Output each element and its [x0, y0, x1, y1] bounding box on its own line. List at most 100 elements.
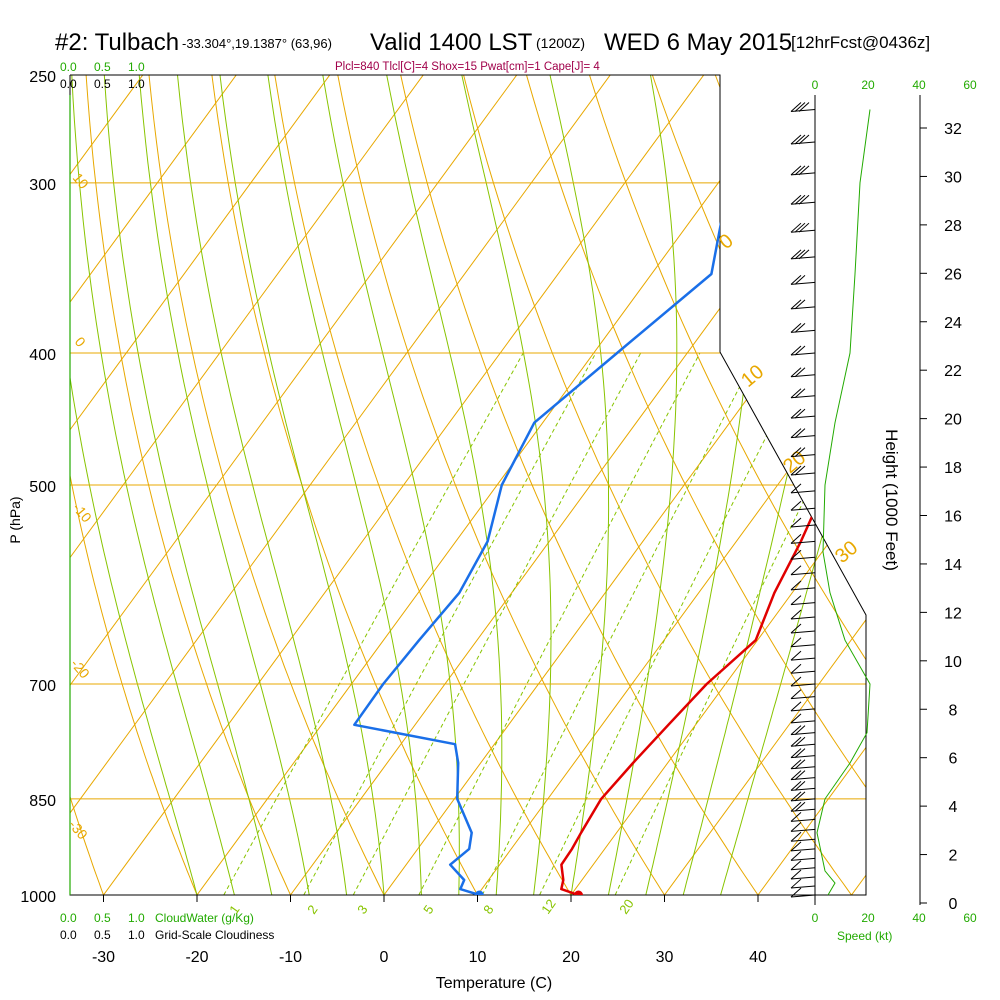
- isotherm-line: [924, 0, 1000, 924]
- wind-barb-feather: [790, 483, 802, 494]
- dry-adiabat-line: [434, 75, 866, 895]
- wind-barb: [790, 743, 816, 747]
- wind-barb: [790, 587, 816, 591]
- isotherm-line: [70, 75, 334, 895]
- wind-barb-feather: [790, 165, 802, 176]
- speed-scale-top-3: 60: [963, 78, 977, 92]
- pressure-tick-label: 1000: [20, 889, 56, 906]
- coords-text: -33.304°,19.1387° (63,96): [182, 36, 332, 51]
- wind-barb: [790, 306, 816, 310]
- temperature-tick-label: 0: [380, 949, 389, 966]
- height-tick-label: 32: [944, 121, 962, 138]
- wind-barb-feather: [790, 676, 802, 687]
- speed-scale-bottom-0: 0: [812, 911, 819, 925]
- height-tick-label: 30: [944, 169, 962, 186]
- moist-adiabat-line: [682, 75, 860, 895]
- cloud-scale-black-bottom-2: 1.0: [128, 928, 145, 942]
- wind-barb-feather: [794, 748, 806, 758]
- height-tick-label: 18: [944, 460, 962, 477]
- cloud-scale-black-0: 0.0: [60, 77, 77, 91]
- wind-barb: [790, 281, 816, 285]
- y-axis-title: P (hPa): [7, 496, 23, 543]
- wind-barb-feather: [790, 822, 802, 832]
- cloud-scale-green-2: 1.0: [128, 60, 145, 74]
- wind-barb-feather: [790, 500, 802, 511]
- moist-adiabat-line: [521, 75, 610, 895]
- isotherm-line: [736, 75, 866, 895]
- wind-barb-feather: [790, 780, 802, 791]
- wind-barb-feather: [790, 595, 802, 605]
- cloud-scale-green-0: 0.0: [60, 60, 77, 74]
- date-text: WED 6 May 2015: [604, 29, 792, 56]
- speed-scale-bottom-1: 20: [861, 911, 875, 925]
- dewpoint-surface-marker: [474, 890, 484, 895]
- wind-barb: [790, 657, 816, 661]
- temperature-tick-label: -10: [279, 949, 302, 966]
- wind-barb-feather: [790, 831, 802, 842]
- height-axis-title: Height (1000 Feet): [882, 429, 901, 571]
- wind-barb: [790, 256, 816, 260]
- height-tick-label: 10: [944, 654, 962, 671]
- mixing-ratio-line: [614, 352, 866, 895]
- cloudwater-label: CloudWater (g/Kg): [155, 911, 254, 925]
- isotherm-line: [70, 75, 521, 895]
- mixing-ratio-label: 20: [616, 896, 637, 916]
- wind-barb-feather: [790, 791, 802, 802]
- wind-barb: [790, 229, 816, 233]
- dewpoint-line: [353, 108, 787, 895]
- wind-barb: [790, 556, 816, 560]
- wind-barb-feather: [790, 447, 802, 458]
- wind-barb: [790, 838, 816, 842]
- x-axis-title: Temperature (C): [436, 975, 552, 992]
- dry-adiabat-line: [70, 75, 210, 895]
- moist-adiabat-line: [720, 75, 866, 895]
- cloud-scale-black-2: 1.0: [128, 77, 145, 91]
- dry-adiabat-line: [257, 75, 589, 895]
- wind-barb: [790, 395, 816, 399]
- wind-barb-feather: [790, 851, 802, 861]
- dry-adiabat-line: [0, 0, 20, 924]
- wind-barb: [790, 329, 816, 333]
- cloud-scale-green-bottom-1: 0.5: [94, 911, 111, 925]
- zulu-text: (1200Z): [536, 35, 585, 51]
- wind-barb-feather: [794, 323, 806, 333]
- wind-barb-feather: [790, 770, 802, 780]
- wind-barb-feather: [794, 801, 806, 812]
- wind-barb-feather: [790, 869, 802, 880]
- dry-adiabat-line: [316, 75, 684, 895]
- wind-barb-feather: [790, 275, 802, 285]
- speed-scale-top-2: 40: [912, 78, 926, 92]
- dry-adiabat-line: [847, 75, 866, 895]
- wind-barb-feather: [794, 725, 806, 736]
- wind-barb-feather: [790, 465, 802, 476]
- wind-barb: [790, 108, 816, 112]
- cloud-scale-green-bottom-2: 1.0: [128, 911, 145, 925]
- isotherm-line: [829, 75, 866, 895]
- pressure-tick-label: 700: [29, 678, 56, 695]
- pressure-tick-label: 850: [29, 793, 56, 810]
- wind-barb: [790, 732, 816, 736]
- moist-adiabat-label: 20: [779, 447, 810, 478]
- speed-label: Speed (kt): [837, 929, 892, 943]
- wind-barb: [790, 808, 816, 812]
- wind-barb-feather: [798, 102, 810, 112]
- wind-barb: [790, 848, 816, 852]
- height-tick-label: 2: [949, 848, 958, 865]
- moist-adiabat-line: [70, 75, 235, 895]
- wind-barb-feather: [790, 650, 802, 661]
- wind-barb: [790, 572, 816, 576]
- temperature-tick-label: 20: [562, 949, 580, 966]
- cloud-scale-black-1: 0.5: [94, 77, 111, 91]
- wind-barb-feather: [790, 748, 802, 758]
- wind-barb: [790, 720, 816, 724]
- moist-adiabat-line: [167, 75, 348, 895]
- height-tick-label: 16: [944, 509, 962, 526]
- wind-barb-feather: [790, 580, 802, 591]
- mixing-ratio-line: [418, 352, 701, 895]
- temperature-tick-label: -20: [185, 949, 208, 966]
- wind-barb-feather: [790, 323, 802, 333]
- height-tick-label: 0: [949, 896, 958, 913]
- isotherm-line: [362, 75, 866, 895]
- wind-barb-feather: [790, 565, 802, 576]
